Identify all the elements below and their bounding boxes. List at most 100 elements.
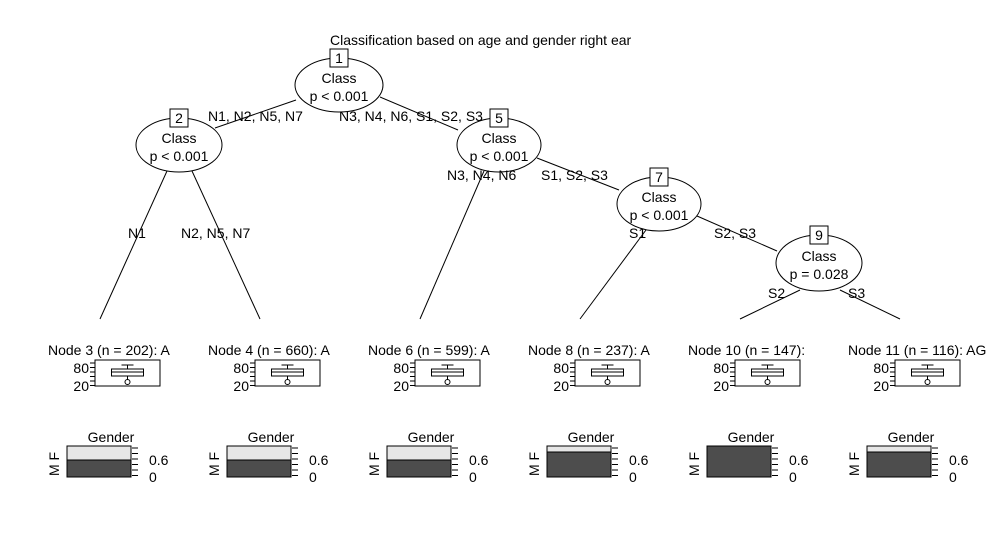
inner-node-1-p-value: p < 0.001: [310, 88, 369, 104]
terminal-node-10-age-tick-20: 20: [713, 378, 729, 394]
terminal-node-6-gender-tick-0: 0: [469, 469, 477, 485]
diagram-title: Classification based on age and gender r…: [330, 32, 632, 48]
edge-line-1-5: [379, 96, 459, 131]
terminal-node-3-gender-bar-male: [66, 459, 132, 478]
terminal-node-3-gender-category-labels: M F: [46, 452, 62, 476]
terminal-node-4-gender-tick-06: 0.6: [309, 452, 329, 468]
terminal-node-11-boxplot-outlier: [924, 379, 931, 385]
terminal-node-3-gender-title: Gender: [88, 429, 135, 445]
terminal-node-8-label: Node 8 (n = 237): A: [528, 342, 650, 358]
edge-line-7-8: [579, 229, 647, 320]
terminal-node-6-age-tick-20: 20: [393, 378, 409, 394]
inner-node-7-variable: Class: [641, 189, 676, 205]
terminal-node-4-gender-category-labels: M F: [206, 452, 222, 476]
edge-label-1-2: N1, N2, N5, N7: [208, 108, 303, 124]
inner-node-1-variable: Class: [321, 70, 356, 86]
edge-line-5-6: [419, 170, 485, 320]
terminal-node-4-age-tick-20: 20: [233, 378, 249, 394]
edge-line-2-3: [99, 170, 168, 320]
inner-node-1-id-box: [329, 48, 349, 68]
inner-node-2-id: 2: [175, 110, 183, 126]
terminal-node-4-age-tick-80: 80: [233, 360, 249, 376]
terminal-node-11-gender-tick-06: 0.6: [949, 452, 969, 468]
inner-node-1-id: 1: [335, 50, 343, 66]
terminal-node-11-age-tick-80: 80: [873, 360, 889, 376]
terminal-node-4-gender-title: Gender: [248, 429, 295, 445]
inner-node-9-variable: Class: [801, 248, 836, 264]
terminal-node-8-age-tick-80: 80: [553, 360, 569, 376]
terminal-node-6-gender-tick-06: 0.6: [469, 452, 489, 468]
terminal-node-3-gender-tick-06: 0.6: [149, 452, 169, 468]
inner-node-7-p-value: p < 0.001: [630, 207, 689, 223]
inner-node-5-variable: Class: [481, 130, 516, 146]
terminal-node-3-label: Node 3 (n = 202): A: [48, 342, 170, 358]
inner-node-5-id: 5: [495, 110, 503, 126]
terminal-node-6-label: Node 6 (n = 599): A: [368, 342, 490, 358]
inner-node-5-id-box: [489, 108, 509, 128]
edge-line-7-9: [696, 215, 778, 252]
inner-node-9-id-box: [809, 225, 829, 245]
terminal-node-8-gender-bar-female: [546, 445, 612, 453]
terminal-node-8-gender-tick-06: 0.6: [629, 452, 649, 468]
terminal-node-8-gender-title: Gender: [568, 429, 615, 445]
terminal-node-11-gender-bar-female: [866, 445, 932, 453]
inner-node-7-id-box: [649, 167, 669, 187]
edge-line-5-7: [536, 157, 620, 191]
terminal-node-6-gender-bar-male: [386, 459, 452, 478]
terminal-node-11-gender-category-labels: M F: [846, 452, 862, 476]
terminal-node-4-gender-bar-male: [226, 459, 292, 478]
terminal-node-8-gender-category-labels: M F: [526, 452, 542, 476]
terminal-node-3-gender-tick-0: 0: [149, 469, 157, 485]
inner-node-2-variable: Class: [161, 130, 196, 146]
terminal-node-11-gender-title: Gender: [888, 429, 935, 445]
terminal-node-6-gender-bar-female: [386, 445, 452, 461]
terminal-node-11-age-tick-20: 20: [873, 378, 889, 394]
edge-line-9-11: [839, 289, 901, 320]
terminal-node-6-age-tick-80: 80: [393, 360, 409, 376]
terminal-node-11-gender-tick-0: 0: [949, 469, 957, 485]
edge-line-2-4: [191, 170, 261, 320]
terminal-node-3-gender-bar-female: [66, 445, 132, 461]
terminal-node-6-boxplot-outlier: [444, 379, 451, 385]
edge-label-2-3: N1: [128, 225, 146, 241]
inner-node-2-p-value: p < 0.001: [150, 148, 209, 164]
inner-node-5-p-value: p < 0.001: [470, 148, 529, 164]
inner-node-7-id: 7: [655, 169, 663, 185]
terminal-node-10-gender-tick-06: 0.6: [789, 452, 809, 468]
terminal-node-4-gender-tick-0: 0: [309, 469, 317, 485]
terminal-node-3-age-tick-80: 80: [73, 360, 89, 376]
terminal-node-11-gender-bar-male: [866, 451, 932, 478]
terminal-node-10-boxplot-outlier: [764, 379, 771, 385]
terminal-node-10-gender-bar-male: [706, 445, 772, 478]
terminal-node-10-gender-tick-0: 0: [789, 469, 797, 485]
inner-node-9-id: 9: [815, 227, 823, 243]
terminal-node-8-gender-bar-male: [546, 451, 612, 478]
inner-node-9-p-value: p = 0.028: [790, 266, 849, 282]
terminal-node-8-boxplot-outlier: [604, 379, 611, 385]
edge-label-7-8: S1: [629, 225, 646, 241]
edge-label-1-5: N3, N4, N6, S1, S2, S3: [339, 108, 483, 124]
edge-label-5-7: S1, S2, S3: [541, 167, 608, 183]
edge-label-9-10: S2: [768, 285, 785, 301]
terminal-node-3-boxplot-outlier: [124, 379, 131, 385]
terminal-node-4-gender-bar-female: [226, 445, 292, 461]
inner-node-2-id-box: [169, 108, 189, 128]
terminal-node-8-gender-tick-0: 0: [629, 469, 637, 485]
edge-label-9-11: S3: [848, 285, 865, 301]
edge-label-2-4: N2, N5, N7: [181, 225, 250, 241]
terminal-node-4-label: Node 4 (n = 660): A: [208, 342, 330, 358]
edge-line-9-10: [739, 289, 801, 320]
terminal-node-8-age-tick-20: 20: [553, 378, 569, 394]
terminal-node-6-gender-category-labels: M F: [366, 452, 382, 476]
terminal-node-4-boxplot-outlier: [284, 379, 291, 385]
terminal-node-10-label: Node 10 (n = 147):: [688, 342, 805, 358]
edge-label-7-9: S2, S3: [714, 225, 756, 241]
terminal-node-6-gender-title: Gender: [408, 429, 455, 445]
edge-label-5-6: N3, N4, N6: [447, 167, 516, 183]
terminal-node-3-age-tick-20: 20: [73, 378, 89, 394]
terminal-node-11-label: Node 11 (n = 116): AG: [848, 342, 986, 358]
terminal-node-10-gender-title: Gender: [728, 429, 775, 445]
edge-line-1-2: [214, 99, 297, 129]
